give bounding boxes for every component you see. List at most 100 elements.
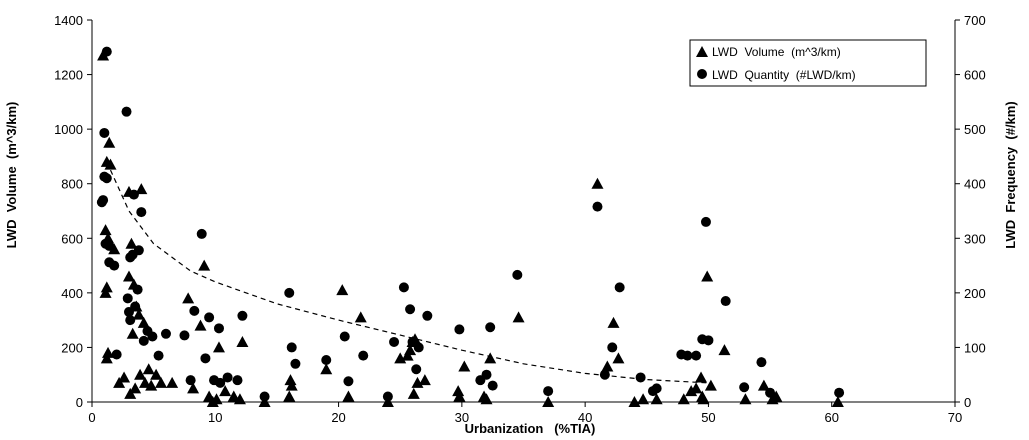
- legend-circle-icon: [697, 69, 707, 79]
- volume-point: [233, 393, 246, 405]
- y-right-tick-label: 700: [964, 13, 986, 28]
- y-left-tick-label: 1200: [54, 68, 83, 83]
- quantity-point: [512, 269, 523, 280]
- quantity-point: [286, 342, 297, 353]
- quantity-point: [389, 336, 400, 347]
- y-right-tick-label: 300: [964, 231, 986, 246]
- quantity-point: [101, 46, 112, 57]
- volume-point: [102, 346, 115, 358]
- quantity-point: [104, 240, 115, 251]
- quantity-point: [215, 377, 226, 388]
- quantity-point: [101, 173, 112, 184]
- quantity-point: [189, 305, 200, 316]
- quantity-point: [765, 387, 776, 398]
- volume-point: [150, 368, 163, 380]
- quantity-point: [607, 342, 618, 353]
- x-tick-label: 10: [208, 410, 222, 425]
- y-left-axis-title: LWD Volume (m^3/km): [4, 102, 19, 249]
- volume-point: [134, 368, 147, 380]
- volume-point: [320, 363, 333, 375]
- quantity-point: [834, 387, 845, 398]
- quantity-point: [543, 386, 554, 397]
- volume-point: [480, 393, 493, 405]
- y-right-tick-label: 600: [964, 68, 986, 83]
- volume-point: [104, 158, 117, 170]
- quantity-point: [321, 354, 332, 365]
- volume-point: [407, 387, 420, 399]
- quantity-point: [160, 328, 171, 339]
- volume-point: [601, 360, 614, 372]
- quantity-point: [130, 301, 141, 312]
- volume-point: [542, 396, 555, 407]
- quantity-point: [122, 293, 133, 304]
- quantity-point: [487, 380, 498, 391]
- volume-point: [145, 379, 158, 391]
- volume-point: [142, 363, 155, 375]
- volume-point: [650, 393, 663, 405]
- volume-point: [283, 390, 296, 402]
- quantity-point: [185, 375, 196, 386]
- y-right-tick-label: 100: [964, 340, 986, 355]
- volume-point: [342, 390, 355, 402]
- y-right-tick-label: 500: [964, 122, 986, 137]
- quantity-point: [703, 335, 714, 346]
- volume-point: [99, 286, 112, 298]
- quantity-point: [454, 324, 465, 335]
- volume-point: [770, 390, 783, 402]
- volume-point: [354, 311, 367, 323]
- volume-point: [139, 376, 152, 388]
- y-left-tick-label: 1400: [54, 13, 83, 28]
- x-tick-label: 70: [948, 410, 962, 425]
- quantity-point: [121, 106, 132, 117]
- quantity-point: [422, 310, 433, 321]
- quantity-point: [200, 353, 211, 364]
- x-tick-label: 20: [331, 410, 345, 425]
- quantity-point: [133, 245, 144, 256]
- legend-triangle-icon: [696, 46, 708, 57]
- quantity-point: [599, 369, 610, 380]
- x-tick-label: 50: [701, 410, 715, 425]
- quantity-point: [691, 350, 702, 361]
- y-left-tick-label: 0: [76, 395, 83, 410]
- quantity-point: [222, 372, 233, 383]
- volume-point: [187, 382, 200, 394]
- volume-point: [452, 385, 465, 397]
- volume-point: [194, 319, 207, 331]
- volume-point: [612, 352, 625, 364]
- quantity-point: [290, 358, 301, 369]
- volume-point: [126, 327, 139, 339]
- legend-quantity-label: LWD Quantity (#LWD/km): [712, 68, 856, 82]
- volume-point: [512, 311, 525, 323]
- x-tick-label: 60: [824, 410, 838, 425]
- quantity-point: [237, 310, 248, 321]
- y-right-tick-label: 0: [964, 395, 971, 410]
- volume-point: [100, 281, 113, 293]
- volume-point: [695, 371, 708, 383]
- volume-point: [100, 352, 113, 364]
- volume-point: [99, 224, 112, 236]
- y-left-tick-label: 1000: [54, 122, 83, 137]
- volume-point: [607, 316, 620, 328]
- quantity-point: [405, 304, 416, 315]
- quantity-point: [136, 207, 147, 218]
- volume-point: [219, 385, 232, 397]
- volume-point: [718, 344, 731, 356]
- quantity-point: [125, 315, 136, 326]
- quantity-point: [635, 372, 646, 383]
- volume-point: [108, 243, 121, 255]
- y-right-tick-label: 200: [964, 286, 986, 301]
- volume-point: [637, 393, 650, 405]
- volume-point: [137, 316, 150, 328]
- x-tick-label: 0: [88, 410, 95, 425]
- volume-point: [155, 376, 168, 388]
- volume-point: [677, 393, 690, 405]
- volume-point: [212, 341, 225, 353]
- volume-point: [182, 292, 195, 304]
- quantity-point: [343, 376, 354, 387]
- quantity-point: [138, 335, 149, 346]
- legend-volume-label: LWD Volume (m^3/km): [712, 45, 841, 59]
- volume-point: [198, 259, 211, 271]
- volume-point: [336, 284, 349, 296]
- quantity-point: [739, 382, 750, 393]
- volume-point: [831, 396, 844, 407]
